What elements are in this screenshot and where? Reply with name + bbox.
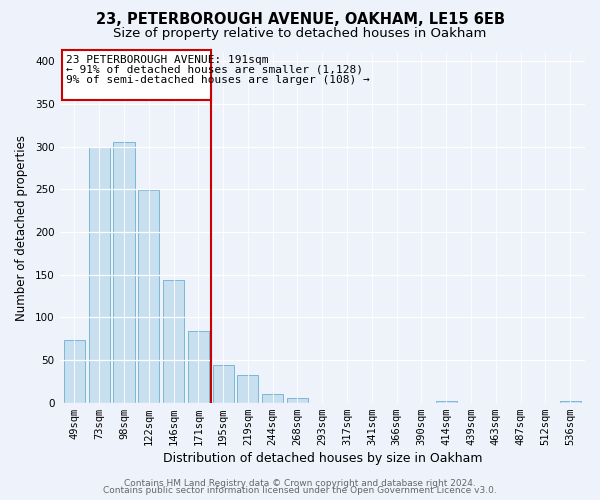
Bar <box>262 394 283 402</box>
Bar <box>436 401 457 402</box>
Bar <box>287 398 308 402</box>
Text: Size of property relative to detached houses in Oakham: Size of property relative to detached ho… <box>113 26 487 40</box>
Bar <box>163 280 184 402</box>
Y-axis label: Number of detached properties: Number of detached properties <box>15 135 28 321</box>
Text: 23 PETERBOROUGH AVENUE: 191sqm: 23 PETERBOROUGH AVENUE: 191sqm <box>66 54 268 64</box>
Text: 23, PETERBOROUGH AVENUE, OAKHAM, LE15 6EB: 23, PETERBOROUGH AVENUE, OAKHAM, LE15 6E… <box>95 12 505 28</box>
Text: ← 91% of detached houses are smaller (1,128): ← 91% of detached houses are smaller (1,… <box>66 65 363 75</box>
Bar <box>113 142 134 402</box>
Bar <box>64 340 85 402</box>
FancyBboxPatch shape <box>62 50 211 100</box>
Bar <box>188 331 209 402</box>
Bar <box>89 146 110 402</box>
Bar <box>560 401 581 402</box>
Bar <box>212 365 233 403</box>
Text: 9% of semi-detached houses are larger (108) →: 9% of semi-detached houses are larger (1… <box>66 75 370 85</box>
Text: Contains public sector information licensed under the Open Government Licence v3: Contains public sector information licen… <box>103 486 497 495</box>
X-axis label: Distribution of detached houses by size in Oakham: Distribution of detached houses by size … <box>163 452 482 465</box>
Bar <box>138 190 160 402</box>
Text: Contains HM Land Registry data © Crown copyright and database right 2024.: Contains HM Land Registry data © Crown c… <box>124 478 476 488</box>
Bar <box>238 376 259 402</box>
